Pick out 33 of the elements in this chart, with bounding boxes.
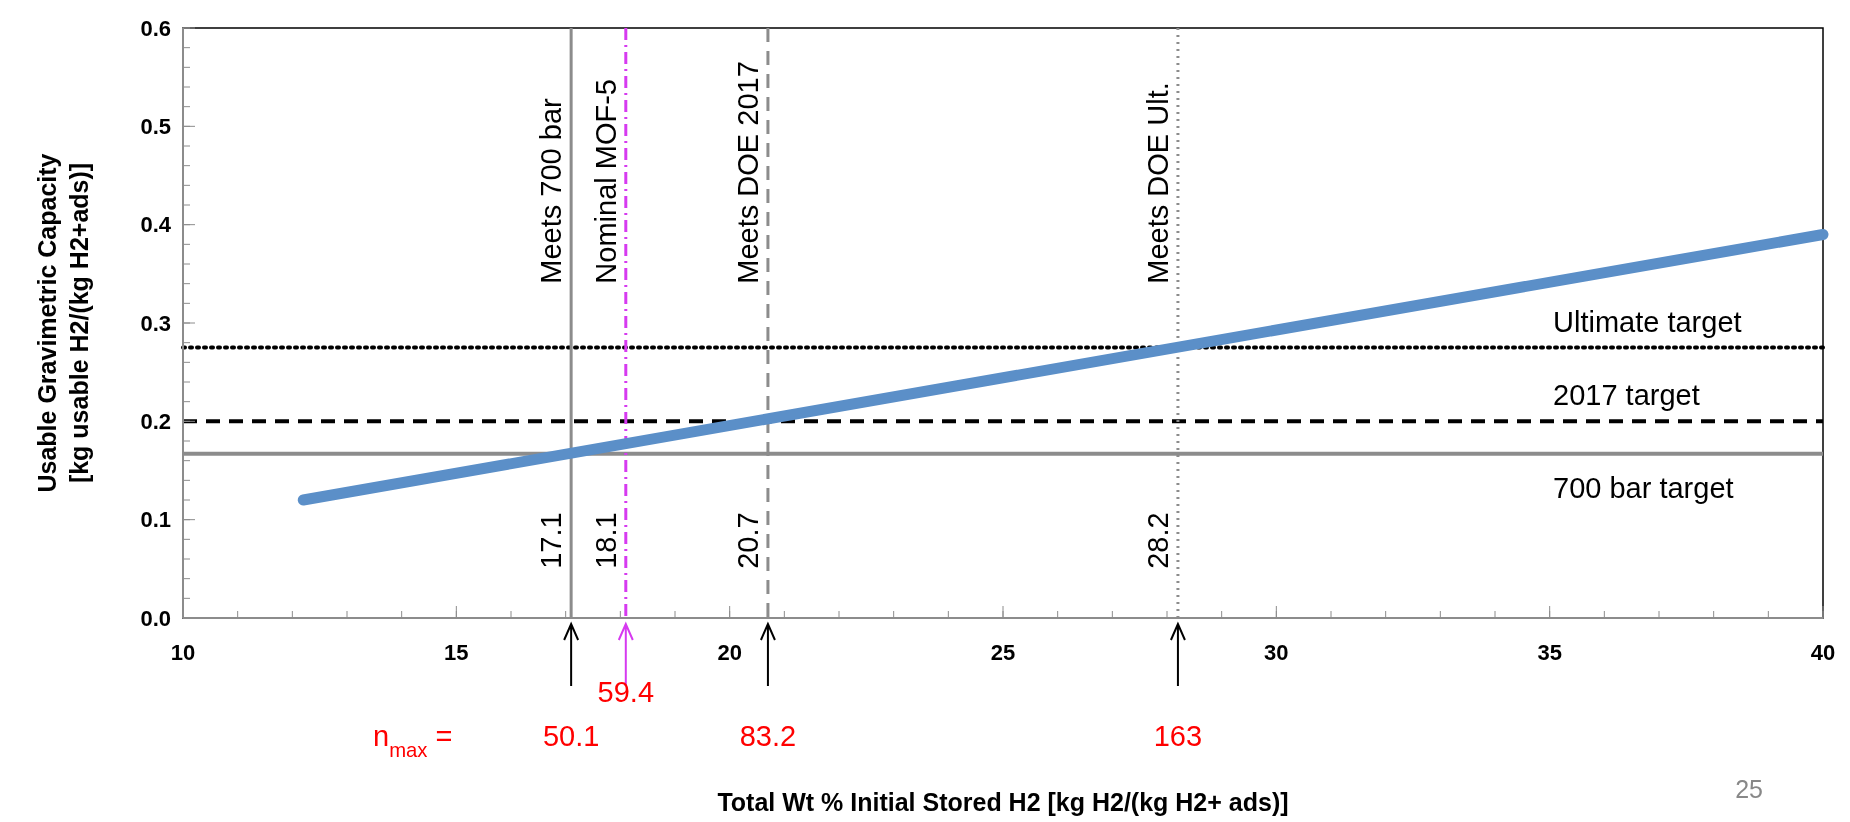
x-tick-label: 20 xyxy=(717,640,742,665)
y-axis-title: Usable Gravimetric Capacity [kg usable H2/(kg H2+ads)] xyxy=(33,153,93,493)
text: 50.1 xyxy=(542,720,600,752)
x-tick-label: 15 xyxy=(444,640,469,665)
text: n$_{max}$ = xyxy=(373,720,453,761)
annotation: 20.7 xyxy=(731,512,764,569)
annotation: 28.2 xyxy=(1141,512,1174,569)
x-tick-label: 25 xyxy=(990,640,1016,665)
ref-line-label: Ultimate target xyxy=(1553,305,1742,338)
x-axis-title: Total Wt % Initial Stored H2 [kg H2/(kg H2+ ads)] xyxy=(717,788,1289,816)
x-tick-label: 10 xyxy=(170,640,196,665)
ref-line-label: Meets 700 bar xyxy=(535,97,568,284)
text: 163 xyxy=(1153,720,1203,752)
annotation: 18.1 xyxy=(589,512,622,569)
y-tick-label: 0.5 xyxy=(140,114,171,140)
x-tick-label: 35 xyxy=(1537,640,1562,665)
x-tick-label: 40 xyxy=(1810,640,1836,665)
text: 25 xyxy=(1735,775,1763,803)
text: 83.2 xyxy=(739,720,797,752)
y-tick-label: 0.6 xyxy=(140,15,171,41)
y-tick-label: 0.4 xyxy=(140,212,172,238)
ref-line-label: Meets DOE 2017 xyxy=(731,61,764,284)
ref-line-label: Meets DOE Ult. xyxy=(1141,82,1174,284)
ref-line-label: 700 bar target xyxy=(1553,471,1734,504)
x-tick-label: 30 xyxy=(1264,640,1289,665)
text: 59.4 xyxy=(597,676,655,708)
annotation: 17.1 xyxy=(535,512,568,569)
y-tick-label: 0.3 xyxy=(140,310,171,336)
y-tick-label: 0.2 xyxy=(140,409,171,435)
y-tick-label: 0.1 xyxy=(140,507,171,533)
ref-line-label: Nominal MOF-5 xyxy=(589,79,622,284)
y-tick-label: 0.0 xyxy=(140,605,171,631)
ref-line-label: 2017 target xyxy=(1553,379,1700,412)
